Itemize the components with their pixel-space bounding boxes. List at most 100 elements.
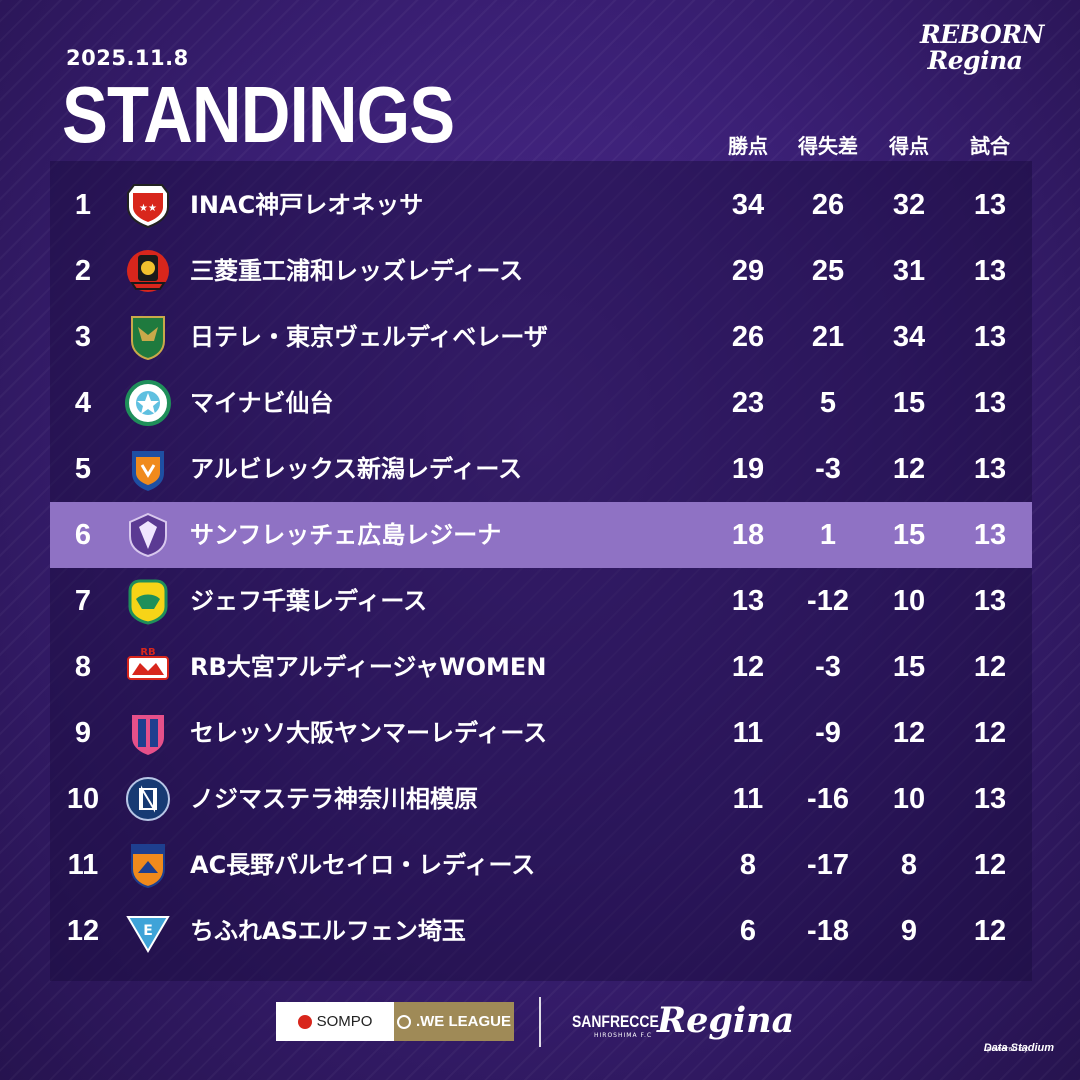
sanfrecce-subtext: HIROSHIMA F.C [594,1032,653,1039]
nojima-stella-crest-icon [124,775,172,823]
team-name-cell: マイナビ仙台 [190,389,334,417]
league-sponsor-logo: SOMPO .WE LEAGUE [276,1002,514,1041]
matches-cell: 13 [973,519,1007,551]
svg-text:★★: ★★ [139,203,157,214]
standings-row: 2 三菱重工浦和レッズレディース 29 25 31 13 [50,238,1032,304]
team-name-cell: サンフレッチェ広島レジーナ [190,521,502,549]
standings-row: 6 サンフレッチェ広島レジーナ 18 1 15 13 [50,502,1032,568]
rank-cell: 9 [74,717,92,749]
goals-for-cell: 31 [892,255,926,287]
rank-cell: 8 [74,651,92,683]
team-name-cell: ちふれASエルフェン埼玉 [190,917,466,945]
goal-diff-cell: 26 [811,189,845,221]
rank-cell: 10 [66,783,100,815]
column-header-matches: 試合 [970,134,1010,158]
rank-cell: 5 [74,453,92,485]
points-cell: 12 [731,651,765,683]
matches-cell: 13 [973,783,1007,815]
albirex-niigata-crest-icon [124,445,172,493]
standings-row: 1 ★★ INAC神戸レオネッサ 34 26 32 13 [50,172,1032,238]
standings-row: 12 E ちふれASエルフェン埼玉 6 -18 9 12 [50,898,1032,964]
date-label: 2025.11.8 [66,46,189,70]
goals-for-cell: 8 [900,849,918,881]
matches-cell: 13 [973,585,1007,617]
powered-by-label: powered by [986,1045,1028,1053]
mynavi-sendai-crest-icon [124,379,172,427]
weleague-text: .WE LEAGUE [415,1013,511,1030]
matches-cell: 13 [973,387,1007,419]
page-title: STANDINGS [62,70,455,159]
matches-cell: 13 [973,453,1007,485]
urawa-reds-crest-icon [124,247,172,295]
column-header-goal-diff: 得失差 [798,134,858,158]
goals-for-cell: 12 [892,453,926,485]
elfen-saitama-crest-icon: E [124,907,172,955]
team-name-cell: アルビレックス新潟レディース [190,455,523,483]
column-header-points: 勝点 [728,134,768,158]
goal-diff-cell: -18 [807,915,849,947]
team-name-cell: セレッソ大阪ヤンマーレディース [190,719,548,747]
cerezo-osaka-crest-icon [124,709,172,757]
matches-cell: 12 [973,915,1007,947]
goal-diff-cell: -17 [807,849,849,881]
goals-for-cell: 15 [892,651,926,683]
ac-nagano-crest-icon [124,841,172,889]
points-cell: 18 [731,519,765,551]
standings-row: 9 セレッソ大阪ヤンマーレディース 11 -9 12 12 [50,700,1032,766]
regina-wordmark: Regina [657,1000,795,1041]
brand-line-1: REBORN [920,20,1044,49]
footer-divider [539,997,541,1047]
standings-row: 4 マイナビ仙台 23 5 15 13 [50,370,1032,436]
data-stadium-logo: Data Stadium [983,1042,1054,1054]
goals-for-cell: 12 [892,717,926,749]
team-name-cell: RB大宮アルディージャWOMEN [190,653,547,681]
rank-cell: 3 [74,321,92,353]
team-name-cell: AC長野パルセイロ・レディース [190,851,536,879]
matches-cell: 12 [973,717,1007,749]
points-cell: 13 [731,585,765,617]
svg-text:E: E [143,923,153,939]
goal-diff-cell: -3 [815,453,841,485]
points-cell: 11 [732,783,764,815]
goal-diff-cell: 21 [811,321,845,353]
rank-cell: 1 [74,189,92,221]
goal-diff-cell: -12 [807,585,849,617]
goals-for-cell: 10 [892,783,926,815]
goals-for-cell: 15 [892,387,926,419]
points-cell: 34 [731,189,765,221]
rank-cell: 12 [66,915,100,947]
standings-row: 3 日テレ・東京ヴェルディベレーザ 26 21 34 13 [50,304,1032,370]
goal-diff-cell: 5 [819,387,837,419]
rank-cell: 11 [67,849,99,881]
goals-for-cell: 32 [892,189,926,221]
sanfrecce-hiroshima-crest-icon [124,511,172,559]
standings-row: 7 ジェフ千葉レディース 13 -12 10 13 [50,568,1032,634]
points-cell: 6 [739,915,757,947]
goal-diff-cell: 1 [819,519,837,551]
points-cell: 23 [731,387,765,419]
standings-row: 11 AC長野パルセイロ・レディース 8 -17 8 12 [50,832,1032,898]
reborn-regina-logo: REBORN Regina [920,20,1044,74]
rank-cell: 7 [74,585,92,617]
team-name-cell: ジェフ千葉レディース [190,587,428,615]
team-name-cell: 三菱重工浦和レッズレディース [190,257,524,285]
team-name-cell: ノジマステラ神奈川相模原 [190,785,478,813]
points-cell: 19 [731,453,765,485]
goal-diff-cell: -16 [807,783,849,815]
column-header-goals-for: 得点 [889,134,929,158]
standings-row: 10 ノジマステラ神奈川相模原 11 -16 10 13 [50,766,1032,832]
weleague-logo: .WE LEAGUE [394,1002,514,1041]
goal-diff-cell: -3 [815,651,841,683]
jef-chiba-crest-icon [124,577,172,625]
points-cell: 8 [739,849,757,881]
weleague-ring-icon [396,1014,411,1029]
points-cell: 29 [731,255,765,287]
goals-for-cell: 10 [892,585,926,617]
matches-cell: 13 [973,189,1007,221]
sompo-mark-icon [297,1014,312,1029]
goals-for-cell: 9 [900,915,918,947]
rb-omiya-crest-icon: RB [124,643,172,691]
tokyo-verdy-crest-icon [124,313,172,361]
standings-table: 1 ★★ INAC神戸レオネッサ 34 26 32 13 2 三菱重工浦和レッズレディース 29 2… [50,161,1032,981]
